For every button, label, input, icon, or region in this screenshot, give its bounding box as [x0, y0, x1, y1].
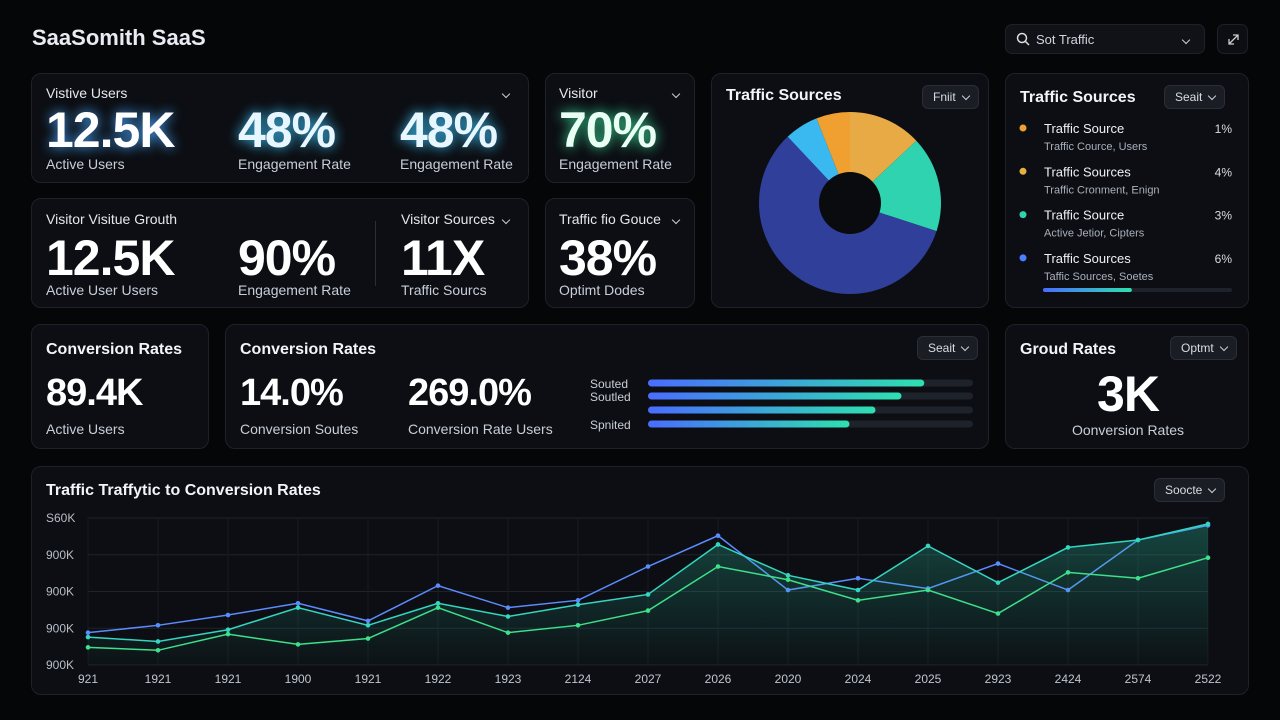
card-title: Traffic Traffytic to Conversion Rates — [46, 482, 321, 499]
traffic-list-card: Traffic Sources Seait — [1005, 73, 1249, 308]
kpi-label: Engagement Rate — [559, 156, 672, 172]
dropdown[interactable]: Soocte — [1154, 478, 1226, 502]
line-card: Traffic Traffytic to Conversion Rates So… — [31, 466, 1249, 695]
card-title: Visitor — [559, 85, 598, 101]
kpi-label: Active User Users — [46, 282, 159, 298]
kpi-label: Traffic Sourcs — [401, 282, 487, 298]
kpi-value: 269.0% — [408, 372, 532, 414]
kpi-value: 48% — [238, 102, 336, 158]
dropdown[interactable]: Fniit — [922, 85, 979, 109]
kpi-value: 89.4K — [46, 372, 143, 414]
card-title: Groud Rates — [1020, 341, 1117, 358]
kpi-card: Visitor 70% Engagement Rate — [545, 73, 695, 183]
kpi-value: 11X — [401, 230, 485, 286]
kpi-value: 90% — [238, 230, 336, 286]
dropdown[interactable]: Seait — [917, 336, 979, 360]
card-title: Traffic Sources — [1020, 89, 1136, 106]
search-icon — [1016, 32, 1030, 46]
kpi-value: 12.5K — [46, 230, 175, 286]
chevron[interactable] — [498, 84, 518, 100]
kpi-value: 14.0% — [240, 372, 344, 414]
divider — [375, 221, 376, 286]
kpi-label: Engagement Rate — [400, 156, 513, 172]
chevron[interactable] — [668, 210, 688, 226]
expand-button[interactable] — [1217, 24, 1248, 54]
pie-card: Traffic Sources Fniit — [711, 73, 989, 308]
kpi-value: 3K — [1097, 366, 1160, 422]
chevron[interactable] — [498, 210, 518, 226]
expand-icon — [1228, 34, 1239, 45]
app-title: SaaSomith SaaS — [32, 25, 206, 50]
card-title: Traffic fio Gouce — [559, 211, 661, 227]
kpi-value: 48% — [400, 102, 498, 158]
card-title: Conversion Rates — [240, 341, 377, 358]
kpi-label: Optimt Dodes — [559, 282, 645, 298]
chevron — [1178, 30, 1198, 46]
dropdown[interactable]: Seait — [1164, 85, 1226, 109]
search-text: Sot Traffic — [1036, 32, 1095, 47]
kpi-card: Vistive Users 12.5K Active Users 48% Eng… — [31, 73, 529, 183]
kpi-label: Engagement Rate — [238, 282, 351, 298]
card-title: Traffic Sources — [726, 87, 842, 104]
card-title: Visitor Sources — [401, 211, 495, 227]
groud-card: Groud Rates Optmt 3K Oonversion Rates — [1005, 324, 1249, 449]
conversion-card: Conversion Rates 89.4K Active Users — [31, 324, 209, 449]
kpi-value: 38% — [559, 230, 657, 286]
kpi-label: Active Users — [46, 156, 125, 172]
kpi-label: Engagement Rate — [238, 156, 351, 172]
kpi-label: Conversion Soutes — [240, 421, 359, 437]
kpi-label: Oonversion Rates — [1071, 422, 1185, 438]
dropdown[interactable]: Optmt — [1170, 336, 1237, 360]
card-title: Visitor Visitue Grouth — [46, 211, 177, 227]
search-box[interactable]: Sot Traffic — [1005, 24, 1205, 54]
conversion-card: Conversion Rates Seait 14.0% Conversion … — [225, 324, 989, 449]
kpi-value: 70% — [559, 102, 657, 158]
kpi-value: 12.5K — [46, 102, 175, 158]
kpi-card: Traffic fio Gouce 38% Optimt Dodes — [545, 198, 695, 308]
kpi-label: Active Users — [46, 421, 125, 437]
kpi-label: Conversion Rate Users — [408, 421, 553, 437]
chevron[interactable] — [668, 84, 688, 100]
kpi-card: Visitor Visitue Grouth 12.5K Active User… — [31, 198, 529, 308]
card-title: Conversion Rates — [46, 341, 183, 358]
card-title: Vistive Users — [46, 85, 128, 101]
